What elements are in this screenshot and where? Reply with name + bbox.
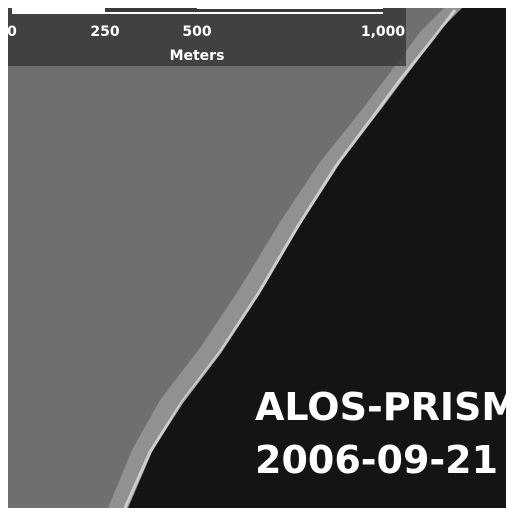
date-caption: 2006-09-21 bbox=[255, 438, 498, 482]
scale-label: 0 bbox=[7, 24, 17, 40]
map-image: 0 250 500 1,000 Meters ALOS-PRISM 2006-0… bbox=[0, 0, 514, 516]
page: 0 250 500 1,000 Meters ALOS-PRISM 2006-0… bbox=[0, 0, 514, 516]
scale-label: 1,000 bbox=[361, 24, 406, 40]
scale-unit: Meters bbox=[170, 48, 225, 64]
scale-label: 250 bbox=[90, 24, 119, 40]
sensor-caption: ALOS-PRISM bbox=[255, 385, 514, 429]
scale-bar-segment bbox=[197, 9, 383, 12]
scale-label: 500 bbox=[182, 24, 211, 40]
scale-bar-segment bbox=[105, 8, 197, 12]
